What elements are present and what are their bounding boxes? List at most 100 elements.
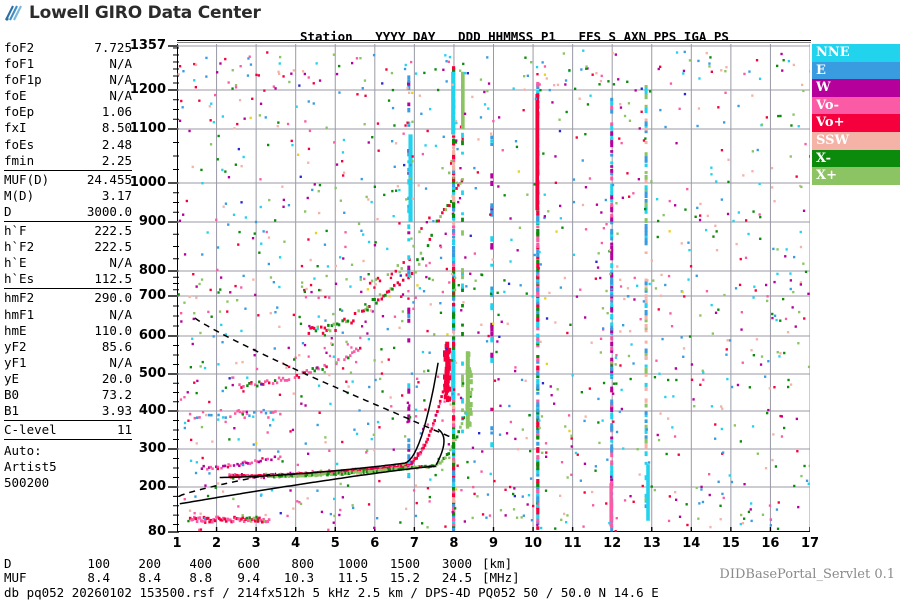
legend-item-label: X- <box>816 150 832 166</box>
param-key: B0 <box>4 386 20 402</box>
param-row: h`Es 112.5 <box>4 271 132 287</box>
param-group-virtual-heights: h`F 222.5 h`F2 222.5 h`E N/A h`Es 112.5 <box>4 223 132 287</box>
legend-item-vo[interactable]: Vo+ <box>812 114 900 132</box>
x-tick-label: 12 <box>603 536 622 551</box>
x-tick-label: 13 <box>642 536 661 551</box>
table-cell: 11.5 <box>337 570 368 585</box>
param-value: N/A <box>109 255 132 271</box>
legend-item-e[interactable]: E <box>812 61 900 80</box>
y-tick-label: 80 <box>147 524 166 539</box>
y-tick-label: 500 <box>138 366 166 381</box>
param-key: M(D) <box>4 187 35 203</box>
param-key: yE <box>4 370 20 386</box>
param-row: foF1 N/A <box>4 56 132 72</box>
param-value: 3000.0 <box>86 203 132 219</box>
param-row: fxI 8.50 <box>4 120 132 136</box>
param-group-clevel: C-level 11 <box>4 422 132 438</box>
param-row: M(D) 3.17 <box>4 188 132 204</box>
divider <box>4 439 132 441</box>
param-value: N/A <box>109 56 132 72</box>
x-tick-label: 10 <box>524 536 543 551</box>
x-tick-label: 15 <box>721 536 740 551</box>
table-cell: 8.4 <box>138 570 161 585</box>
ionogram-model-curves <box>178 317 452 505</box>
param-group-frequencies: foF2 7.725 foF1 N/A foF1p N/A foE N/A foEp 1.… <box>4 40 132 169</box>
param-value: 20.0 <box>101 370 132 386</box>
table-cell: 200 <box>138 556 161 571</box>
param-row: h`F2 222.5 <box>4 239 132 255</box>
param-value: 3.93 <box>101 403 132 419</box>
y-tick-label: 700 <box>138 288 166 303</box>
param-value: N/A <box>109 354 132 370</box>
y-tick-label: 1200 <box>129 82 166 97</box>
table-cell: 8.4 <box>87 570 110 585</box>
y-tick-label: 1000 <box>129 175 166 190</box>
param-row: D 3000.0 <box>4 204 132 220</box>
x-tick-label: 14 <box>682 536 701 551</box>
ionogram-echo-points <box>177 49 810 532</box>
param-row: B1 3.93 <box>4 403 132 419</box>
param-key: fxI <box>4 120 27 136</box>
y-tick-label: 400 <box>138 403 166 418</box>
logo-text: Lowell GIRO Data Center <box>29 3 261 23</box>
legend-item-label: W <box>816 80 831 96</box>
legend-item-ssw[interactable]: SSW <box>812 131 900 150</box>
y-tick-label: 600 <box>138 328 166 343</box>
param-key: foEs <box>4 136 35 152</box>
param-key: yF2 <box>4 338 27 354</box>
param-row: foF2 7.725 <box>4 40 132 56</box>
y-tick-label: 300 <box>138 441 166 456</box>
autoscaler-version: 500200 <box>4 475 50 491</box>
plot-top-rule <box>177 40 811 43</box>
param-group-profile: hmF2 290.0 hmF1 N/A hmE 110.0 yF2 85.6 yF1 N/… <box>4 290 132 419</box>
param-key: hmE <box>4 322 27 338</box>
autoscaler-info: Auto: Artist5 500200 <box>4 443 132 491</box>
param-row: foE N/A <box>4 88 132 104</box>
table-cell: 10.3 <box>283 570 314 585</box>
legend-item-w[interactable]: W <box>812 79 900 97</box>
param-row: C-level 11 <box>4 422 132 438</box>
param-group-muf: MUF(D) 24.455 M(D) 3.17 D 3000.0 <box>4 172 132 220</box>
param-value: 290.0 <box>94 290 132 306</box>
row-unit: [km] <box>482 556 513 571</box>
param-row: MUF(D) 24.455 <box>4 172 132 188</box>
param-value: 8.50 <box>101 120 132 136</box>
param-key: foE <box>4 88 27 104</box>
divider <box>4 169 132 171</box>
legend-item-label: X+ <box>816 168 837 184</box>
table-cell: 1500 <box>389 556 420 571</box>
param-row: foEp 1.06 <box>4 104 132 120</box>
param-key: C-level <box>4 422 57 438</box>
x-tick-label: 8 <box>449 536 459 551</box>
param-row: B0 73.2 <box>4 387 132 403</box>
param-key: hmF1 <box>4 306 35 322</box>
param-value: 7.725 <box>94 40 132 55</box>
param-value: 112.5 <box>94 271 132 287</box>
param-row: hmE 110.0 <box>4 323 132 339</box>
legend-item-label: NNE <box>816 45 850 60</box>
table-cell: 600 <box>237 556 260 571</box>
x-axis-labels: 1 2 3 4 5 6 7 8 9 10 11 12 13 14 15 16 17 <box>0 536 900 554</box>
station-header-columns: Station YYYY DAY DDD HHMMSS P1 FFS S AXN… <box>300 29 729 44</box>
legend-item-label: SSW <box>816 132 850 148</box>
y-tick-label: 1357 <box>129 38 166 53</box>
table-cell: 3000 <box>441 556 472 571</box>
legend-item-x[interactable]: X+ <box>812 167 900 185</box>
autoscaler-label: Auto: <box>4 443 42 459</box>
param-row: hmF1 N/A <box>4 307 132 323</box>
legend-item-x[interactable]: X- <box>812 149 900 168</box>
param-key: D <box>4 203 12 219</box>
legend-item-nne[interactable]: NNE <box>812 44 900 62</box>
param-value: 11 <box>116 422 132 438</box>
param-value: 2.48 <box>101 136 132 152</box>
legend-item-label: E <box>816 62 826 78</box>
x-tick-label: 6 <box>370 536 380 551</box>
autoscaler-name: Artist5 <box>4 459 57 475</box>
divider <box>4 288 132 290</box>
param-row: yF1 N/A <box>4 355 132 371</box>
table-cell: 400 <box>189 556 212 571</box>
divider <box>4 221 132 223</box>
legend-item-vo[interactable]: Vo- <box>812 96 900 115</box>
param-row: foEs 2.48 <box>4 137 132 153</box>
param-key: hmF2 <box>4 290 35 306</box>
